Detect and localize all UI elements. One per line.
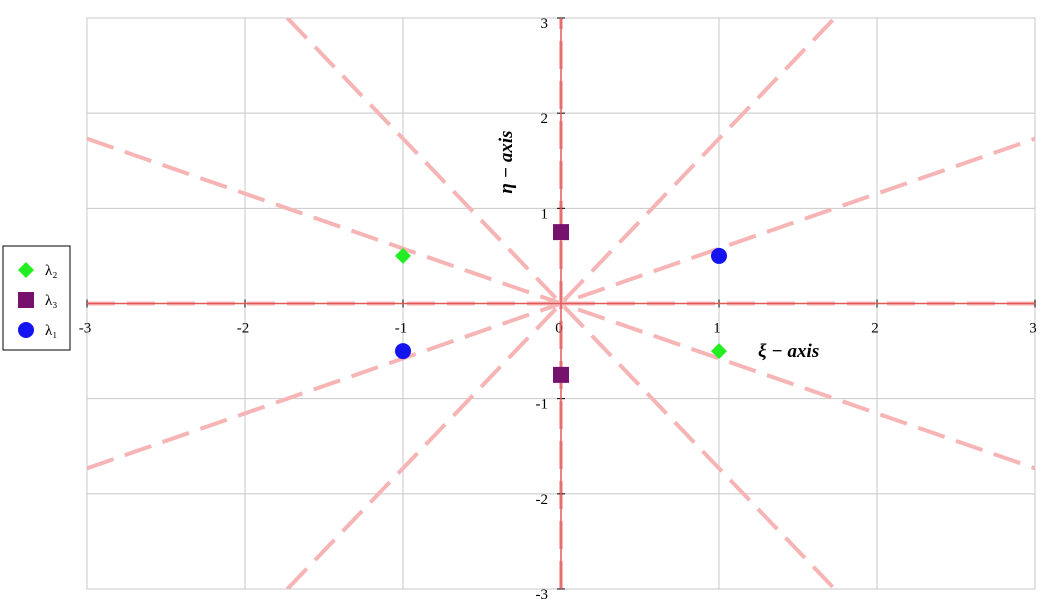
- point: [553, 224, 569, 241]
- x-tick-label: -3: [79, 321, 92, 337]
- legend: λ₂ λ₃ λ₁: [2, 245, 71, 351]
- legend-swatch: [18, 322, 34, 338]
- x-tick-label: -1: [395, 321, 408, 337]
- y-axis-title: η − axis: [496, 130, 517, 193]
- point: [711, 247, 727, 264]
- y-tick-label: 2: [541, 111, 549, 127]
- data-points: [395, 224, 727, 383]
- point: [395, 343, 411, 360]
- point: [711, 343, 727, 360]
- reference-line: [285, 18, 837, 589]
- legend-box: [2, 245, 71, 351]
- y-tick-label: 1: [541, 206, 549, 222]
- axes: -3 -2 -1 0 1 2 3 -3 -2 -1 1 2 3: [79, 16, 1037, 603]
- x-tick-label: 1: [713, 321, 721, 337]
- y-tick-label: 3: [541, 16, 549, 32]
- x-tick-label: -2: [237, 321, 250, 337]
- legend-swatch: [18, 262, 34, 278]
- reference-line: [285, 18, 837, 589]
- y-tick-label: -2: [536, 492, 549, 508]
- x-tick-label: 0: [555, 321, 563, 337]
- y-tick-label: -1: [536, 397, 549, 413]
- legend-label: λ₂: [45, 263, 58, 279]
- legend-label: λ₁: [45, 323, 58, 339]
- y-tick-label: -3: [536, 587, 549, 603]
- point: [395, 247, 411, 264]
- x-tick-label: 2: [871, 321, 879, 337]
- legend-swatch: [18, 292, 34, 308]
- point: [553, 366, 569, 383]
- legend-label: λ₃: [45, 293, 58, 309]
- x-axis-title: ξ − axis: [758, 341, 819, 362]
- x-tick-label: 3: [1029, 321, 1037, 337]
